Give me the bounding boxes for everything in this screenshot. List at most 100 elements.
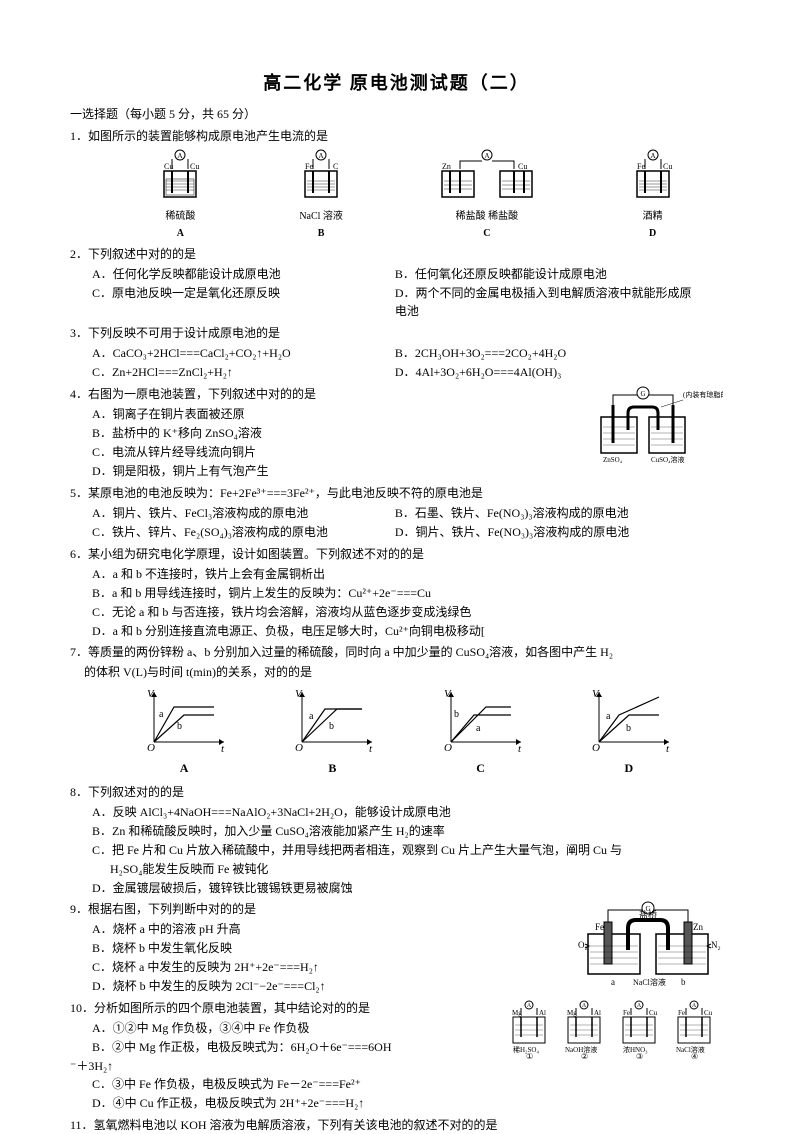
svg-text:A: A: [582, 1003, 587, 1009]
vt-chart-icon: VtO ba: [436, 687, 526, 752]
question-11: 11．氢氧燃料电池以 KOH 溶液为电解质溶液，下列有关该电池的叙述不对的的是: [70, 1116, 723, 1134]
q1-c-solution: 稀盐酸 稀盐酸: [432, 209, 542, 224]
svg-text:Fe: Fe: [623, 1009, 630, 1017]
svg-text:O: O: [592, 742, 600, 752]
svg-text:Cu: Cu: [649, 1009, 658, 1017]
svg-text:t: t: [369, 743, 373, 752]
svg-text:Al: Al: [539, 1009, 546, 1017]
q10-opt-d: D．④中 Cu 作正极，电极反映式为 2H⁺+2e⁻===H₂↑: [92, 1094, 723, 1112]
svg-text:A: A: [178, 152, 183, 160]
salt-bridge-beaker-icon: G 盐桥 FeZn O₂N₂ aNaCl溶液b: [573, 900, 723, 988]
question-1: 1．如图所示的装置能够构成原电池产生电流的是 A CuCu 稀硫酸 A A Fe…: [70, 127, 723, 241]
svg-text:A: A: [650, 152, 655, 160]
question-2: 2．下列叙述中对的的是 A．任何化学反映都能设计成原电池 B．任何氧化还原反映都…: [70, 245, 723, 321]
q6-opt-d: D．a 和 b 分别连接直流电源正、负极，电压足够大时，Cu²⁺向铜电极移动[: [92, 622, 723, 640]
svg-text:b: b: [626, 723, 631, 734]
q1-c-letter: C: [432, 226, 542, 241]
section-header: 一选择题（每小题 5 分，共 65 分）: [70, 105, 723, 123]
svg-text:b: b: [177, 721, 182, 732]
q8-opt-d: D．金属镀层破损后，镀锌铁比镀锡铁更易被腐蚀: [92, 879, 723, 897]
svg-text:Cu: Cu: [164, 162, 173, 171]
vt-chart-icon: VtO ab: [287, 687, 377, 752]
svg-text:O: O: [444, 742, 452, 752]
q9-figure: G 盐桥 FeZn O₂N₂ aNaCl溶液b: [573, 900, 723, 993]
svg-text:①: ①: [526, 1052, 533, 1059]
beaker-icon: A Cu Cu: [150, 149, 210, 204]
svg-text:b: b: [681, 977, 686, 987]
svg-text:t: t: [221, 743, 225, 752]
question-9: G 盐桥 FeZn O₂N₂ aNaCl溶液b 9．根据右图，下列判断中对的的是…: [70, 900, 723, 996]
q8-opt-b: B．Zn 和稀硫酸反映时，加入少量 CuSO₄溶液能加紧产生 H₂的速率: [92, 822, 723, 840]
beaker-icon: A Fe Cu: [623, 149, 683, 204]
svg-text:t: t: [518, 743, 522, 752]
q2-stem: 2．下列叙述中对的的是: [70, 245, 723, 263]
question-6: 6．某小组为研究电化学原理，设计如图装置。下列叙述不对的的是 A．a 和 b 不…: [70, 545, 723, 640]
question-10: A MgAl 稀H₂SO₄① A MgAl NaOH溶液② A FeC: [70, 999, 723, 1113]
svg-text:A: A: [637, 1003, 642, 1009]
vt-chart-icon: VtO ab: [139, 687, 229, 752]
q7-stem2: 的体积 V(L)与时间 t(min)的关系，对的的是: [70, 663, 723, 681]
q6-opt-a: A．a 和 b 不连接时，铁片上会有金属铜析出: [92, 565, 723, 583]
vt-chart-icon: VtO ab: [584, 687, 674, 752]
svg-text:t: t: [666, 743, 670, 752]
four-cells-icon: A MgAl 稀H₂SO₄① A MgAl NaOH溶液② A FeC: [503, 999, 723, 1059]
q7-chart-b: VtO ab B: [287, 687, 377, 777]
q7-d-label: D: [584, 759, 674, 777]
svg-text:CuSO₄溶液: CuSO₄溶液: [651, 455, 685, 463]
svg-text:NaCl溶液: NaCl溶液: [633, 977, 666, 987]
q8-opt-c: C．把 Fe 片和 Cu 片放入稀硫酸中，并用导线把两者相连，观察到 Cu 片上…: [92, 841, 723, 859]
q7-chart-c: VtO ba C: [436, 687, 526, 777]
svg-text:Mg: Mg: [512, 1009, 522, 1017]
q2-opt-d: D．两个不同的金属电极插入到电解质溶液中就能形成原电池: [395, 284, 698, 320]
svg-text:Cu: Cu: [190, 162, 199, 171]
svg-text:O: O: [147, 742, 155, 752]
q1-cell-b: A FeC NaCl 溶液 B: [291, 149, 351, 241]
svg-text:N₂: N₂: [711, 940, 721, 950]
svg-text:Fe: Fe: [595, 922, 604, 932]
svg-text:②: ②: [581, 1052, 588, 1059]
q6-stem: 6．某小组为研究电化学原理，设计如图装置。下列叙述不对的的是: [70, 545, 723, 563]
q7-chart-d: VtO ab D: [584, 687, 674, 777]
svg-text:b: b: [454, 709, 459, 720]
q1-d-letter: D: [623, 226, 683, 241]
q1-d-solution: 酒精: [623, 209, 683, 224]
svg-text:Cu: Cu: [518, 162, 527, 171]
q10-opt-c: C．③中 Fe 作负极，电极反映式为 Fe－2e⁻===Fe²⁺: [92, 1075, 723, 1093]
q2-opt-b: B．任何氧化还原反映都能设计成原电池: [395, 265, 698, 283]
question-8: 8．下列叙述对的的是 A．反映 AlCl₃+4NaOH===NaAlO₂+3Na…: [70, 783, 723, 897]
svg-text:A: A: [527, 1003, 532, 1009]
q3-opt-d: D．4Al+3O₂+6H₂O===4Al(OH)₃: [395, 363, 698, 381]
q2-opt-c: C．原电池反映一定是氧化还原反映: [92, 284, 395, 320]
q5-stem: 5．某原电池的电池反映为：Fe+2Fe³⁺===3Fe²⁺，与此电池反映不符的原…: [70, 484, 723, 502]
svg-text:a: a: [476, 723, 481, 734]
svg-text:Al: Al: [594, 1009, 601, 1017]
q3-opt-c: C．Zn+2HCl===ZnCl₂+H₂↑: [92, 363, 395, 381]
q1-diagrams: A CuCu 稀硫酸 A A FeC NaCl 溶液 B: [110, 149, 723, 241]
svg-text:ZnSO₄: ZnSO₄: [603, 456, 623, 463]
q1-a-letter: A: [150, 226, 210, 241]
svg-text:Zn: Zn: [693, 922, 703, 932]
svg-text:b: b: [329, 721, 334, 732]
q5-opt-a: A．铜片、铁片、FeCl₃溶液构成的原电池: [92, 504, 395, 522]
q10-figure: A MgAl 稀H₂SO₄① A MgAl NaOH溶液② A FeC: [503, 999, 723, 1064]
q7-c-label: C: [436, 759, 526, 777]
q7-chart-a: VtO ab A: [139, 687, 229, 777]
svg-text:Fe: Fe: [637, 162, 645, 171]
svg-text:盐桥: 盐桥: [639, 909, 657, 920]
q1-stem: 1．如图所示的装置能够构成原电池产生电流的是: [70, 127, 723, 145]
svg-text:Zn: Zn: [442, 162, 451, 171]
svg-text:③: ③: [636, 1052, 643, 1059]
q3-opt-b: B．2CH₃OH+3O₂===2CO₂+4H₂O: [395, 344, 698, 362]
question-5: 5．某原电池的电池反映为：Fe+2Fe³⁺===3Fe²⁺，与此电池反映不符的原…: [70, 484, 723, 542]
q5-opt-d: D．铜片、铁片、Fe(NO₃)₃溶液构成的原电池: [395, 523, 698, 541]
q1-b-letter: B: [291, 226, 351, 241]
svg-text:Fe: Fe: [305, 162, 313, 171]
svg-text:a: a: [606, 711, 611, 722]
q8-opt-a: A．反映 AlCl₃+4NaOH===NaAlO₂+3NaCl+2H₂O，能够设…: [92, 803, 723, 821]
svg-text:a: a: [159, 709, 164, 720]
q8-stem: 8．下列叙述对的的是: [70, 783, 723, 801]
svg-text:Cu: Cu: [663, 162, 672, 171]
svg-text:O: O: [295, 742, 303, 752]
svg-text:C: C: [333, 162, 338, 171]
svg-text:A: A: [319, 152, 324, 160]
